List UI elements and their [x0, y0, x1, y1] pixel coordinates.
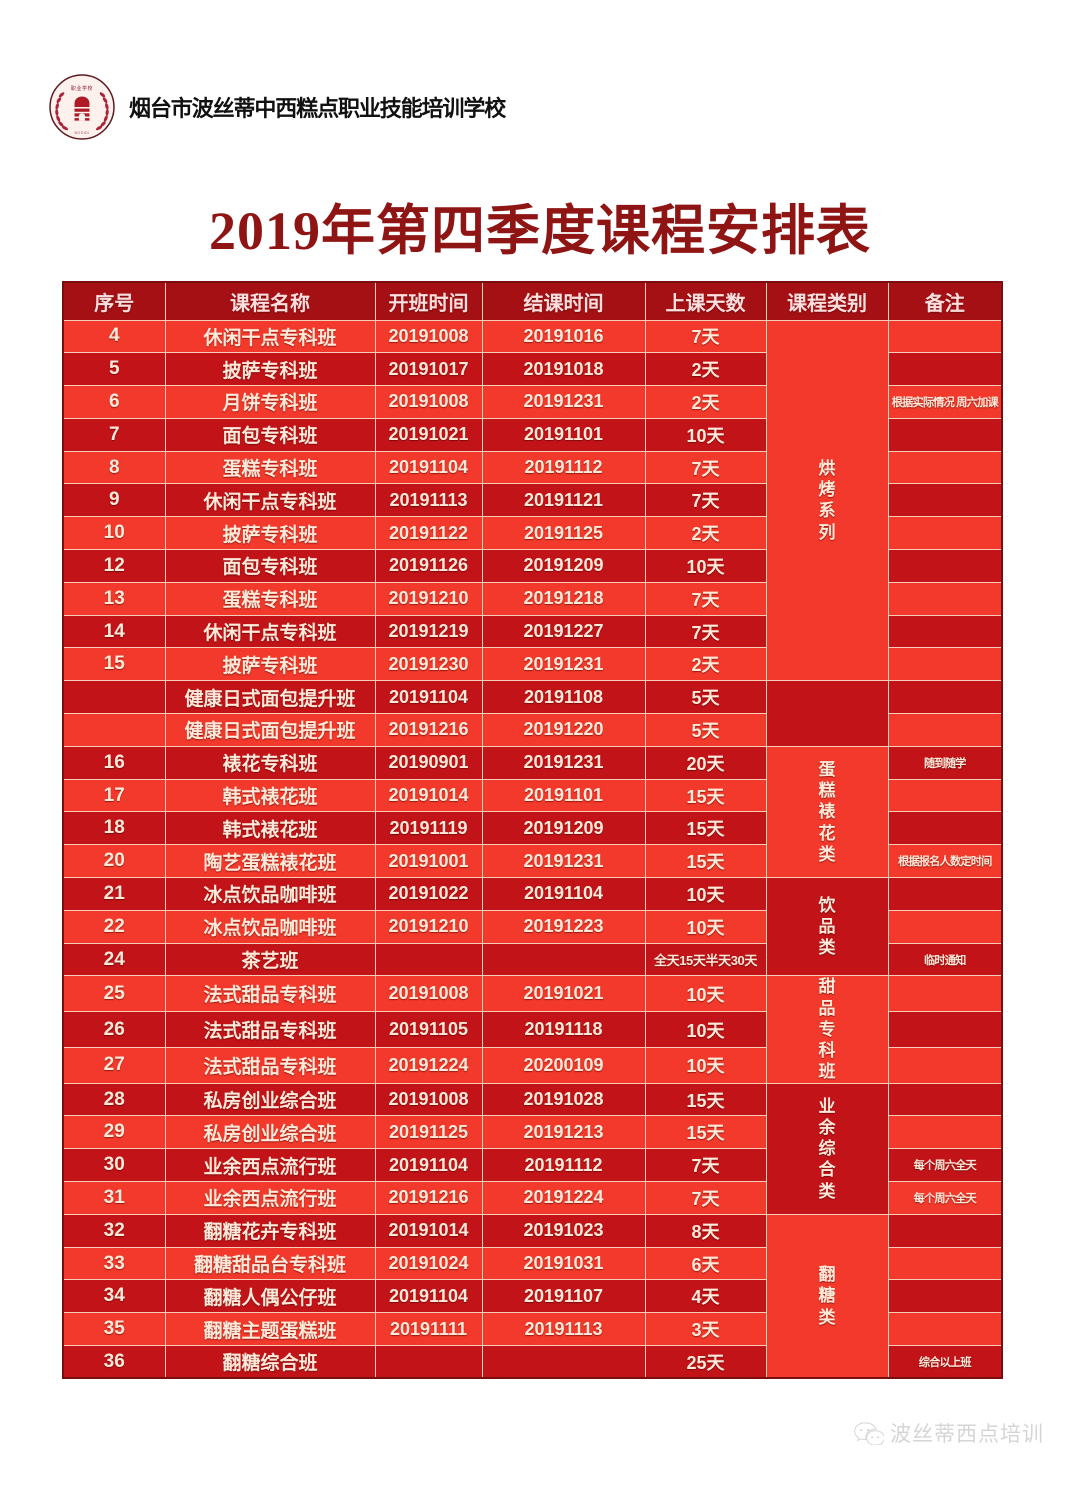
svg-text:BOSIDI: BOSIDI [75, 131, 90, 135]
